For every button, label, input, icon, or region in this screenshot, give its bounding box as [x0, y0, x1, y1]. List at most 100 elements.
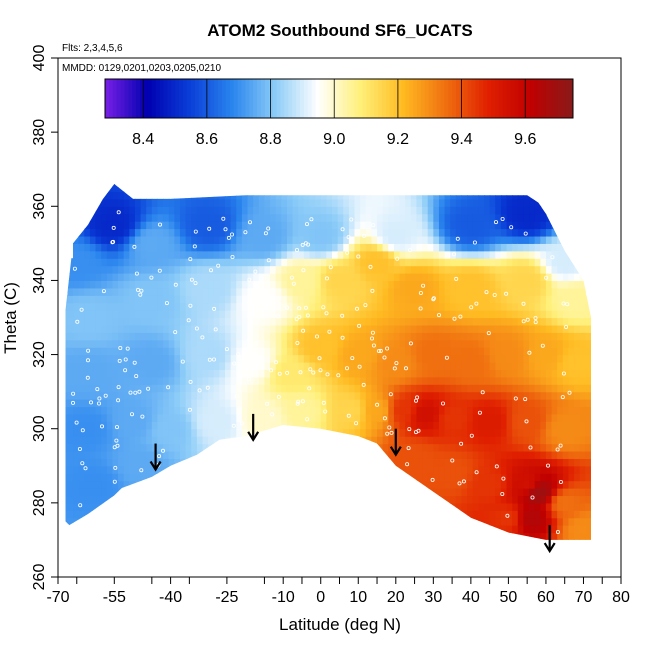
heatmap-cell — [495, 361, 502, 370]
heatmap-cell — [529, 302, 536, 311]
measurement-point — [112, 479, 117, 484]
heatmap-cell — [225, 221, 232, 230]
heatmap-cell — [461, 517, 468, 526]
measurement-point — [524, 419, 529, 424]
heatmap-cell — [455, 369, 463, 378]
heatmap-cell — [388, 399, 395, 408]
measurement-point — [382, 355, 387, 360]
heatmap-cell — [585, 332, 591, 341]
heatmap-cell — [264, 376, 271, 385]
heatmap-cell — [134, 317, 142, 326]
heatmap-cell — [168, 428, 175, 437]
heatmap-cell — [65, 361, 68, 370]
heatmap-cell — [422, 221, 429, 230]
heatmap-cell — [89, 399, 97, 408]
heatmap-cell — [568, 473, 575, 482]
heatmap-cell — [500, 406, 508, 415]
heatmap-cell — [422, 458, 429, 467]
heatmap-cell — [590, 450, 591, 459]
heatmap-cell — [320, 376, 327, 385]
tropopause-arrows — [149, 413, 556, 554]
heatmap-cell — [467, 450, 474, 459]
heatmap-cell — [236, 428, 243, 437]
heatmap-cell — [264, 369, 271, 378]
heatmap-cell — [65, 450, 68, 459]
heatmap-cell — [348, 391, 356, 400]
measurement-point — [305, 417, 310, 422]
heatmap-cell — [292, 228, 299, 237]
heatmap-cell — [331, 399, 339, 408]
heatmap-cell — [562, 465, 570, 474]
heatmap-cell — [320, 221, 327, 230]
heatmap-cell — [534, 295, 541, 304]
heatmap-cell — [84, 450, 91, 459]
heatmap-cell — [393, 213, 401, 222]
measurement-point — [110, 240, 115, 245]
heatmap-cell — [438, 399, 446, 408]
heatmap-cell — [213, 184, 220, 193]
heatmap-cell — [467, 488, 474, 497]
heatmap-cell — [264, 384, 271, 393]
heatmap-cell — [377, 310, 384, 319]
heatmap-cell — [101, 488, 108, 497]
heatmap-cell — [438, 421, 446, 430]
heatmap-cell — [112, 339, 119, 348]
heatmap-cell — [247, 406, 254, 415]
heatmap-cell — [371, 361, 378, 370]
heatmap-cell — [129, 243, 136, 252]
heatmap-cell — [337, 421, 344, 430]
heatmap-cell — [478, 391, 485, 400]
heatmap-cell — [444, 206, 451, 215]
heatmap-cell — [529, 532, 536, 540]
heatmap-cell — [146, 228, 153, 237]
heatmap-cell — [461, 369, 468, 378]
heatmap-cell — [292, 250, 299, 259]
heatmap-cell — [151, 295, 159, 304]
measurement-point — [354, 421, 359, 426]
heatmap-cell — [438, 406, 446, 415]
heatmap-cell — [185, 399, 192, 408]
measurement-point — [555, 530, 560, 535]
heatmap-cell — [146, 450, 153, 459]
heatmap-cell — [73, 376, 80, 385]
heatmap-cell — [89, 443, 97, 452]
heatmap-cell — [410, 436, 418, 445]
heatmap-cell — [331, 302, 339, 311]
heatmap-cell — [112, 450, 119, 459]
heatmap-cell — [140, 436, 147, 445]
heatmap-cell — [467, 376, 474, 385]
heatmap-cell — [478, 339, 485, 348]
heatmap-cell — [118, 339, 125, 348]
heatmap-cell — [467, 339, 474, 348]
heatmap-cell — [258, 221, 266, 230]
heatmap-cell — [89, 258, 97, 267]
heatmap-cell — [422, 399, 429, 408]
heatmap-cell — [241, 436, 249, 445]
heatmap-cell — [95, 436, 102, 445]
heatmap-cell — [270, 258, 277, 267]
heatmap-cell — [529, 376, 536, 385]
heatmap-cell — [444, 413, 451, 422]
heatmap-cell — [168, 361, 175, 370]
heatmap-cell — [568, 443, 575, 452]
heatmap-cell — [472, 265, 479, 274]
heatmap-cell — [427, 428, 434, 437]
heatmap-cell — [292, 347, 299, 356]
measurement-point — [192, 244, 197, 249]
heatmap-cell — [292, 265, 299, 274]
heatmap-cell — [495, 465, 502, 474]
heatmap-cell — [140, 295, 147, 304]
heatmap-cell — [106, 206, 114, 215]
heatmap-cell — [309, 198, 316, 207]
heatmap-cell — [219, 250, 226, 259]
heatmap-cell — [478, 525, 485, 534]
heatmap-cell — [545, 250, 553, 259]
heatmap-cell — [89, 347, 97, 356]
heatmap-cell — [523, 184, 530, 193]
heatmap-cell — [562, 502, 570, 511]
heatmap-cell — [258, 361, 266, 370]
heatmap-cell — [286, 413, 294, 422]
heatmap-cell — [118, 302, 125, 311]
heatmap-cell — [343, 273, 350, 282]
heatmap-cell — [410, 406, 418, 415]
